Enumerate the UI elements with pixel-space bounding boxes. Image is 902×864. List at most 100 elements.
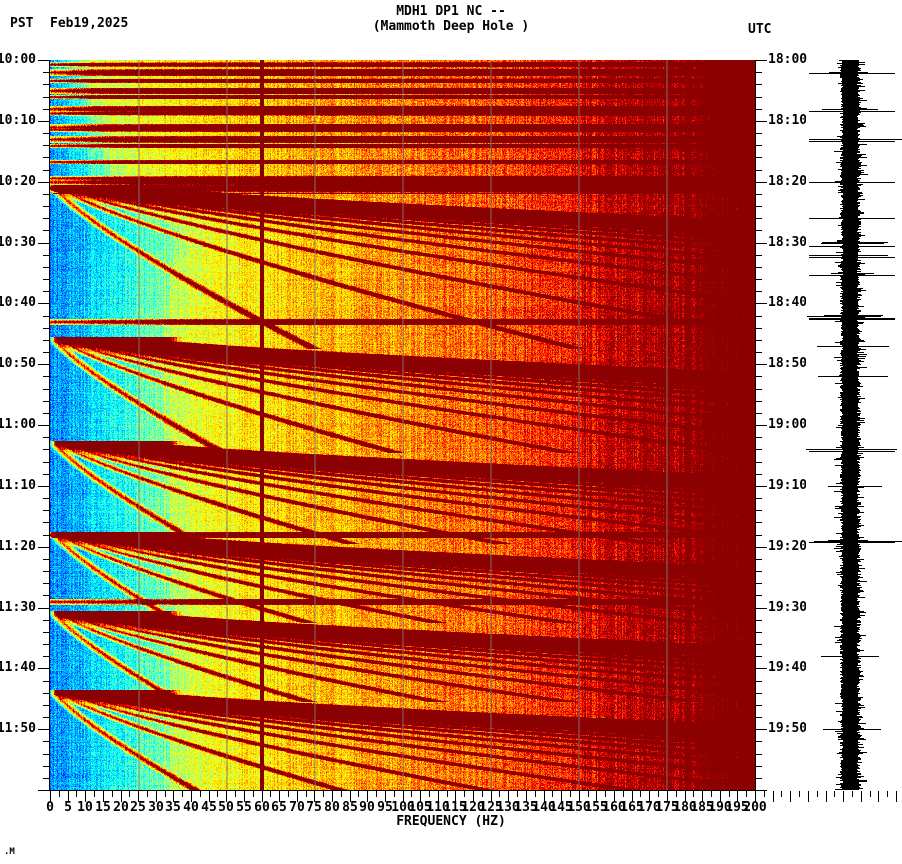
y-tick-minor-right bbox=[756, 632, 762, 633]
x-tick-major bbox=[579, 791, 580, 802]
y-tick-minor-left bbox=[43, 681, 49, 682]
y-tick-major-right bbox=[756, 425, 767, 426]
y-tick-major-right bbox=[756, 182, 767, 183]
helicorder-trace bbox=[806, 60, 902, 790]
x-tick-major bbox=[561, 791, 562, 802]
x-axis-label: 40 bbox=[183, 800, 199, 815]
y-tick-minor-left bbox=[43, 620, 49, 621]
y-tick-minor-right bbox=[756, 109, 762, 110]
x-axis-label: 170 bbox=[637, 800, 661, 815]
y-tick-minor-left bbox=[43, 498, 49, 499]
x-tick-major bbox=[297, 791, 298, 802]
y-axis-left-label: 11:00 bbox=[0, 417, 36, 432]
y-tick-minor-right bbox=[756, 84, 762, 85]
y-axis-left-label: 10:50 bbox=[0, 356, 36, 371]
y-tick-minor-right bbox=[756, 157, 762, 158]
y-tick-minor-right bbox=[756, 230, 762, 231]
x-tick-major bbox=[667, 791, 668, 802]
y-tick-minor-right bbox=[756, 571, 762, 572]
y-tick-minor-left bbox=[43, 583, 49, 584]
x-tick-minor bbox=[112, 791, 113, 797]
y-tick-minor-left bbox=[43, 84, 49, 85]
x-tick-major bbox=[191, 791, 192, 802]
x-axis-label: 65 bbox=[271, 800, 287, 815]
y-tick-minor-right bbox=[756, 97, 762, 98]
x-axis-label: 15 bbox=[95, 800, 111, 815]
x-tick-major bbox=[685, 791, 686, 802]
x-tick-major bbox=[896, 791, 897, 802]
x-tick-major bbox=[121, 791, 122, 802]
x-tick-major bbox=[173, 791, 174, 802]
y-tick-minor-left bbox=[43, 474, 49, 475]
x-axis-label: 145 bbox=[549, 800, 573, 815]
y-tick-minor-left bbox=[43, 97, 49, 98]
x-axis-label: 105 bbox=[408, 800, 432, 815]
y-tick-major-right bbox=[756, 790, 767, 791]
y-tick-major-right bbox=[756, 364, 767, 365]
x-axis-label: 95 bbox=[377, 800, 393, 815]
x-tick-major bbox=[332, 791, 333, 802]
y-tick-major-left bbox=[38, 729, 49, 730]
x-axis-label: 80 bbox=[324, 800, 340, 815]
y-tick-minor-right bbox=[756, 717, 762, 718]
x-tick-minor bbox=[306, 791, 307, 797]
x-axis-label: 20 bbox=[113, 800, 129, 815]
x-axis-label: 155 bbox=[584, 800, 608, 815]
y-tick-minor-right bbox=[756, 352, 762, 353]
x-tick-major bbox=[385, 791, 386, 802]
y-axis-left-label: 10:20 bbox=[0, 174, 36, 189]
y-tick-minor-left bbox=[43, 449, 49, 450]
x-tick-minor bbox=[658, 791, 659, 797]
y-tick-minor-right bbox=[756, 535, 762, 536]
page-title: MDH1 DP1 NC -- bbox=[396, 4, 506, 19]
y-tick-minor-right bbox=[756, 133, 762, 134]
y-tick-major-left bbox=[38, 790, 49, 791]
x-tick-minor bbox=[605, 791, 606, 797]
y-tick-minor-right bbox=[756, 194, 762, 195]
x-tick-major bbox=[262, 791, 263, 802]
y-tick-minor-left bbox=[43, 754, 49, 755]
x-tick-major bbox=[702, 791, 703, 802]
y-tick-minor-right bbox=[756, 218, 762, 219]
x-tick-major bbox=[350, 791, 351, 802]
x-tick-minor bbox=[552, 791, 553, 797]
x-tick-minor bbox=[711, 791, 712, 797]
y-tick-minor-left bbox=[43, 230, 49, 231]
y-tick-minor-left bbox=[43, 462, 49, 463]
x-axis-label: 110 bbox=[426, 800, 450, 815]
y-tick-minor-left bbox=[43, 170, 49, 171]
y-tick-minor-right bbox=[756, 741, 762, 742]
x-tick-minor bbox=[623, 791, 624, 797]
y-tick-major-right bbox=[756, 729, 767, 730]
x-tick-major bbox=[878, 791, 879, 802]
x-axis-label: 5 bbox=[64, 800, 72, 815]
x-axis-label: 120 bbox=[461, 800, 485, 815]
y-tick-major-right bbox=[756, 486, 767, 487]
x-tick-minor bbox=[499, 791, 500, 797]
y-tick-major-right bbox=[756, 547, 767, 548]
y-tick-minor-left bbox=[43, 510, 49, 511]
y-tick-minor-left bbox=[43, 291, 49, 292]
y-axis-right-label: 18:30 bbox=[768, 235, 808, 250]
y-tick-minor-right bbox=[756, 170, 762, 171]
helicorder-canvas bbox=[806, 60, 902, 790]
y-tick-minor-right bbox=[756, 279, 762, 280]
y-tick-minor-left bbox=[43, 693, 49, 694]
y-tick-minor-left bbox=[43, 632, 49, 633]
x-tick-minor bbox=[817, 791, 818, 797]
y-axis-right-label: 19:00 bbox=[768, 417, 808, 432]
y-axis-right-label: 19:50 bbox=[768, 721, 808, 736]
x-tick-minor bbox=[217, 791, 218, 797]
y-axis-left-line bbox=[49, 60, 50, 791]
y-tick-major-right bbox=[756, 60, 767, 61]
x-tick-major bbox=[596, 791, 597, 802]
x-axis-label: 30 bbox=[148, 800, 164, 815]
x-tick-minor bbox=[799, 791, 800, 797]
y-axis-left-label: 10:30 bbox=[0, 235, 36, 250]
x-axis-label: 50 bbox=[218, 800, 234, 815]
x-axis-label: 175 bbox=[655, 800, 679, 815]
y-tick-minor-left bbox=[43, 340, 49, 341]
x-tick-minor bbox=[59, 791, 60, 797]
y-axis-left-label: 11:40 bbox=[0, 660, 36, 675]
